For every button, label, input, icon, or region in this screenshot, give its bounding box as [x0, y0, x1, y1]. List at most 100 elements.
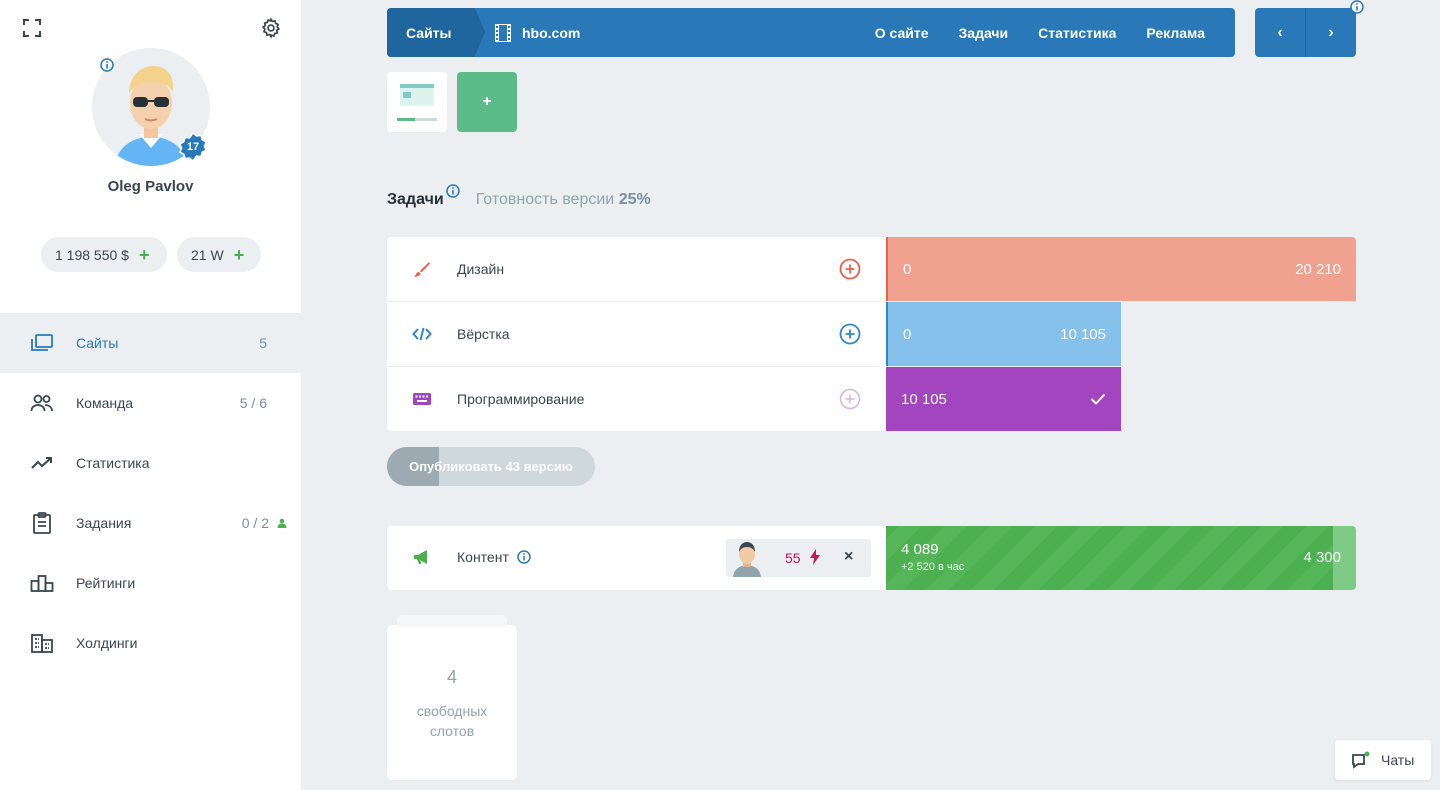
info-icon[interactable]: [517, 550, 531, 564]
content-progress-fill: [886, 526, 1333, 590]
chat-icon: [1352, 751, 1370, 769]
film-icon: [495, 23, 511, 42]
readiness-value: 25%: [618, 191, 651, 208]
tab-ads[interactable]: Реклама: [1146, 24, 1205, 41]
content-rate: +2 520 в час: [901, 561, 965, 573]
podium-icon: [30, 571, 54, 595]
site-pager: ‹ ›: [1255, 8, 1356, 57]
sidebar-item-sites[interactable]: Сайты 5: [0, 313, 301, 373]
sidebar-item-count: 0 / 2: [242, 515, 287, 531]
sidebar-item-assignments[interactable]: Задания 0 / 2: [0, 493, 301, 553]
assignments-count: 0 / 2: [241, 515, 269, 531]
free-slots-line1: свободных: [416, 703, 488, 719]
task-label: Дизайн: [457, 261, 505, 277]
avatar[interactable]: 17: [92, 48, 210, 166]
breadcrumb-sites[interactable]: Сайты: [387, 8, 485, 57]
task-total: 10 105: [1060, 325, 1106, 343]
money-balance: 1 198 550 $ +: [41, 237, 167, 272]
remove-worker-button[interactable]: ×: [844, 548, 854, 565]
keyboard-icon: [412, 389, 432, 409]
tasks-heading: Задачи Готовность версии 25%: [387, 184, 651, 209]
breadcrumb-site[interactable]: hbo.com: [495, 23, 581, 42]
tasks-title: Задачи: [387, 191, 444, 208]
prev-site-button[interactable]: ‹: [1255, 8, 1306, 57]
free-slots-card[interactable]: 4 свободных слотов: [387, 615, 517, 780]
sidebar-item-holdings[interactable]: Холдинги: [0, 613, 301, 673]
sidebar-item-label: Команда: [76, 395, 134, 411]
tab-tasks[interactable]: Задачи: [958, 24, 1009, 41]
task-row-design: Дизайн 0 20 210: [387, 237, 1356, 301]
add-designer-button[interactable]: [839, 258, 861, 280]
free-slots-label: свободных слотов: [387, 701, 517, 741]
workforce-value: 21 W: [191, 246, 224, 263]
publish-progress-fill: [387, 447, 439, 486]
money-value: 1 198 550 $: [55, 246, 129, 263]
level-number: 17: [186, 141, 200, 153]
fullscreen-icon[interactable]: [20, 16, 44, 40]
content-progress-bar: 4 089 +2 520 в час 4 300: [886, 526, 1356, 590]
chats-label: Чаты: [1381, 752, 1415, 768]
plus-circle-icon: [839, 323, 861, 345]
lightning-icon: [810, 549, 820, 565]
browser-windows-icon: [30, 331, 54, 355]
task-progress-bar: 0 10 105: [886, 302, 1121, 366]
site-tabs: О сайте Задачи Статистика Реклама: [875, 25, 1205, 41]
sidebar-item-label: Рейтинги: [76, 575, 136, 591]
sidebar-item-label: Статистика: [76, 455, 150, 471]
task-info: Программирование: [387, 367, 886, 431]
brush-icon: [412, 259, 432, 279]
content-max: 4 300: [1303, 549, 1341, 566]
readiness-label: Готовность версии: [475, 191, 615, 208]
sidebar-item-label: Холдинги: [76, 635, 138, 651]
task-info: Вёрстка: [387, 302, 886, 366]
content-label: Контент: [457, 549, 509, 565]
task-info: Дизайн: [387, 237, 886, 301]
info-icon[interactable]: [445, 184, 460, 198]
publish-version-button[interactable]: Опубликовать 43 версию: [387, 447, 595, 486]
task-current: 10 105: [901, 390, 947, 408]
add-layout-worker-button[interactable]: [839, 323, 861, 345]
free-slots-line2: слотов: [429, 723, 475, 739]
task-total: 20 210: [1295, 260, 1341, 278]
sidebar-item-count: 5: [259, 335, 267, 351]
check-icon: [1090, 393, 1106, 405]
task-label: Программирование: [457, 391, 585, 407]
trend-icon: [30, 451, 54, 475]
user-name: Oleg Pavlov: [107, 178, 194, 195]
next-site-button[interactable]: ›: [1328, 23, 1334, 41]
assigned-worker[interactable]: 55 ×: [726, 539, 871, 577]
sidebar-item-statistics[interactable]: Статистика: [0, 433, 301, 493]
info-icon[interactable]: [1350, 0, 1364, 17]
site-name: hbo.com: [522, 24, 581, 41]
info-icon[interactable]: [100, 58, 114, 75]
clipboard-icon: [30, 511, 54, 535]
add-money-button[interactable]: +: [138, 244, 150, 265]
sidebar-item-ratings[interactable]: Рейтинги: [0, 553, 301, 613]
task-current: 0: [903, 325, 912, 343]
content-row: Контент 55 × 4 089 +2 520 в час 4 300: [387, 526, 1356, 590]
megaphone-icon: [412, 548, 432, 569]
sidebar-item-label: Задания: [76, 515, 132, 531]
publish-label: Опубликовать 43 версию: [409, 459, 573, 474]
sidebar-nav: Сайты 5 Команда 5 / 6 Статистика Задания…: [0, 313, 301, 673]
plus-circle-icon: [839, 388, 861, 410]
task-row-layout: Вёрстка 0 10 105: [387, 302, 1356, 366]
tab-statistics[interactable]: Статистика: [1038, 24, 1117, 41]
add-programmer-button[interactable]: [839, 388, 861, 410]
sidebar-item-label: Сайты: [76, 335, 119, 351]
add-version-button[interactable]: +: [457, 72, 517, 132]
tab-about[interactable]: О сайте: [874, 24, 929, 41]
chats-button[interactable]: Чаты: [1335, 740, 1431, 780]
person-icon: [277, 518, 287, 528]
sidebar-item-team[interactable]: Команда 5 / 6: [0, 373, 301, 433]
sidebar-item-count: 5 / 6: [239, 395, 267, 411]
workforce-balance: 21 W +: [177, 237, 261, 272]
task-progress-bar: 0 20 210: [886, 237, 1356, 301]
gear-icon[interactable]: [259, 16, 283, 40]
site-version-thumbnail[interactable]: [387, 72, 447, 132]
add-workforce-button[interactable]: +: [233, 244, 245, 265]
task-label: Вёрстка: [457, 326, 510, 342]
worker-avatar: [733, 542, 761, 577]
content-label-wrap: Контент: [457, 549, 531, 565]
buildings-icon: [30, 631, 54, 655]
